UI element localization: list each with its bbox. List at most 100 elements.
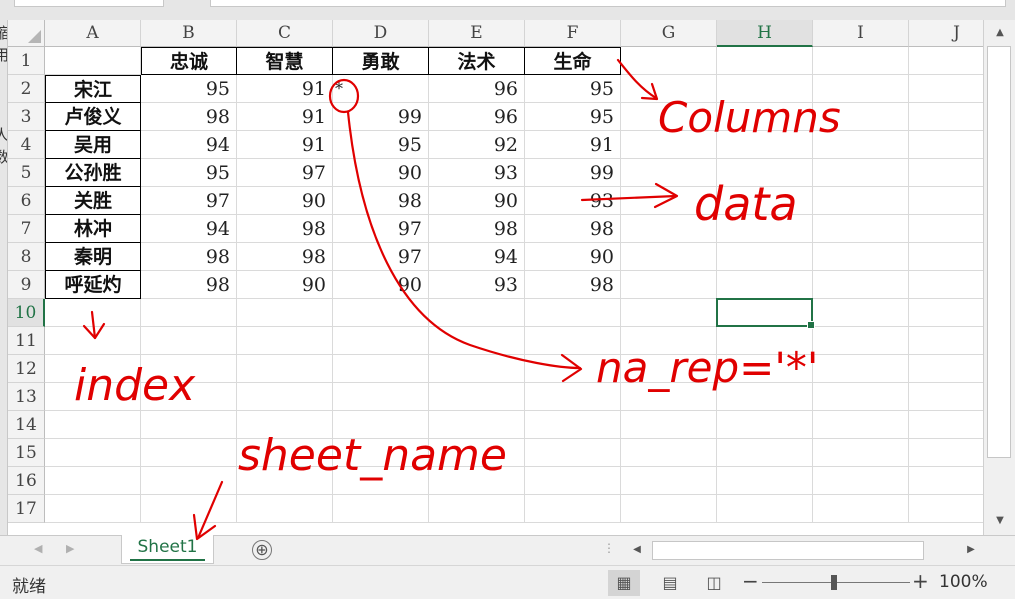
scroll-left-icon[interactable]: ◀ [633, 544, 641, 555]
cell-g6[interactable] [621, 187, 717, 215]
cell-g14[interactable] [621, 411, 717, 439]
cell-f16[interactable] [525, 467, 621, 495]
cell-a15[interactable] [45, 439, 141, 467]
normal-view-icon[interactable]: ▦ [608, 570, 640, 596]
cell-g8[interactable] [621, 243, 717, 271]
cell-j6[interactable] [909, 187, 983, 215]
cell-h6[interactable] [717, 187, 813, 215]
row-header-2[interactable]: 2 [8, 75, 45, 103]
cell-a6[interactable]: 关胜 [45, 187, 141, 215]
cell-e2[interactable]: 96 [429, 75, 525, 103]
cell-h5[interactable] [717, 159, 813, 187]
cell-j1[interactable] [909, 47, 983, 75]
cell-g1[interactable] [621, 47, 717, 75]
cell-i15[interactable] [813, 439, 909, 467]
row-header-16[interactable]: 16 [8, 467, 45, 495]
cell-d7[interactable]: 97 [333, 215, 429, 243]
row-header-4[interactable]: 4 [8, 131, 45, 159]
cell-h1[interactable] [717, 47, 813, 75]
cell-b5[interactable]: 95 [141, 159, 237, 187]
cell-c6[interactable]: 90 [237, 187, 333, 215]
cell-f12[interactable] [525, 355, 621, 383]
column-header-d[interactable]: D [333, 20, 429, 47]
cell-e5[interactable]: 93 [429, 159, 525, 187]
cell-c13[interactable] [237, 383, 333, 411]
cell-b12[interactable] [141, 355, 237, 383]
cell-g10[interactable] [621, 299, 717, 327]
cell-a11[interactable] [45, 327, 141, 355]
cell-e1[interactable]: 法术 [429, 47, 525, 75]
cell-a9[interactable]: 呼延灼 [45, 271, 141, 299]
cell-d17[interactable] [333, 495, 429, 523]
cell-e10[interactable] [429, 299, 525, 327]
cell-i2[interactable] [813, 75, 909, 103]
cell-a3[interactable]: 卢俊义 [45, 103, 141, 131]
cell-f14[interactable] [525, 411, 621, 439]
sheet-tab-sheet1[interactable]: Sheet1 [121, 535, 214, 564]
zoom-in-icon[interactable]: + [912, 569, 929, 593]
cell-a7[interactable]: 林冲 [45, 215, 141, 243]
cell-d14[interactable] [333, 411, 429, 439]
column-header-g[interactable]: G [621, 20, 717, 47]
cell-e9[interactable]: 93 [429, 271, 525, 299]
cell-e16[interactable] [429, 467, 525, 495]
cell-e11[interactable] [429, 327, 525, 355]
cell-b14[interactable] [141, 411, 237, 439]
cell-a2[interactable]: 宋江 [45, 75, 141, 103]
cell-c7[interactable]: 98 [237, 215, 333, 243]
cell-g16[interactable] [621, 467, 717, 495]
cell-f11[interactable] [525, 327, 621, 355]
cell-f17[interactable] [525, 495, 621, 523]
cell-j13[interactable] [909, 383, 983, 411]
cell-h2[interactable] [717, 75, 813, 103]
cell-g17[interactable] [621, 495, 717, 523]
cell-g13[interactable] [621, 383, 717, 411]
cell-d9[interactable]: 90 [333, 271, 429, 299]
cell-f1[interactable]: 生命 [525, 47, 621, 75]
cell-f7[interactable]: 98 [525, 215, 621, 243]
zoom-slider-thumb[interactable] [831, 575, 837, 590]
cell-d12[interactable] [333, 355, 429, 383]
cell-c8[interactable]: 98 [237, 243, 333, 271]
cell-a12[interactable] [45, 355, 141, 383]
column-header-a[interactable]: A [45, 20, 141, 47]
cell-g12[interactable] [621, 355, 717, 383]
cell-i6[interactable] [813, 187, 909, 215]
cell-f15[interactable] [525, 439, 621, 467]
cell-j12[interactable] [909, 355, 983, 383]
cell-b13[interactable] [141, 383, 237, 411]
cell-i16[interactable] [813, 467, 909, 495]
page-layout-view-icon[interactable]: ▤ [662, 573, 678, 592]
row-header-14[interactable]: 14 [8, 411, 45, 439]
cell-b4[interactable]: 94 [141, 131, 237, 159]
cell-g15[interactable] [621, 439, 717, 467]
vertical-scrollbar[interactable]: ▲ ▼ [983, 20, 1015, 535]
cell-f6[interactable]: 93 [525, 187, 621, 215]
cell-e6[interactable]: 90 [429, 187, 525, 215]
row-header-5[interactable]: 5 [8, 159, 45, 187]
cell-c17[interactable] [237, 495, 333, 523]
cell-d1[interactable]: 勇敢 [333, 47, 429, 75]
cell-b11[interactable] [141, 327, 237, 355]
horizontal-scroll-thumb[interactable] [652, 541, 924, 560]
cell-h14[interactable] [717, 411, 813, 439]
cell-g3[interactable] [621, 103, 717, 131]
cell-i12[interactable] [813, 355, 909, 383]
column-header-i[interactable]: I [813, 20, 909, 47]
cell-b17[interactable] [141, 495, 237, 523]
cell-a10[interactable] [45, 299, 141, 327]
cell-f2[interactable]: 95 [525, 75, 621, 103]
scroll-right-icon[interactable]: ▶ [967, 544, 975, 555]
cell-b1[interactable]: 忠诚 [141, 47, 237, 75]
cell-i14[interactable] [813, 411, 909, 439]
cell-i9[interactable] [813, 271, 909, 299]
cell-h8[interactable] [717, 243, 813, 271]
row-header-17[interactable]: 17 [8, 495, 45, 523]
cell-a16[interactable] [45, 467, 141, 495]
cell-c15[interactable] [237, 439, 333, 467]
cell-h15[interactable] [717, 439, 813, 467]
cell-c2[interactable]: 91 [237, 75, 333, 103]
cell-a1[interactable] [45, 47, 141, 75]
cell-g9[interactable] [621, 271, 717, 299]
page-break-view-icon[interactable]: ◫ [706, 573, 722, 592]
